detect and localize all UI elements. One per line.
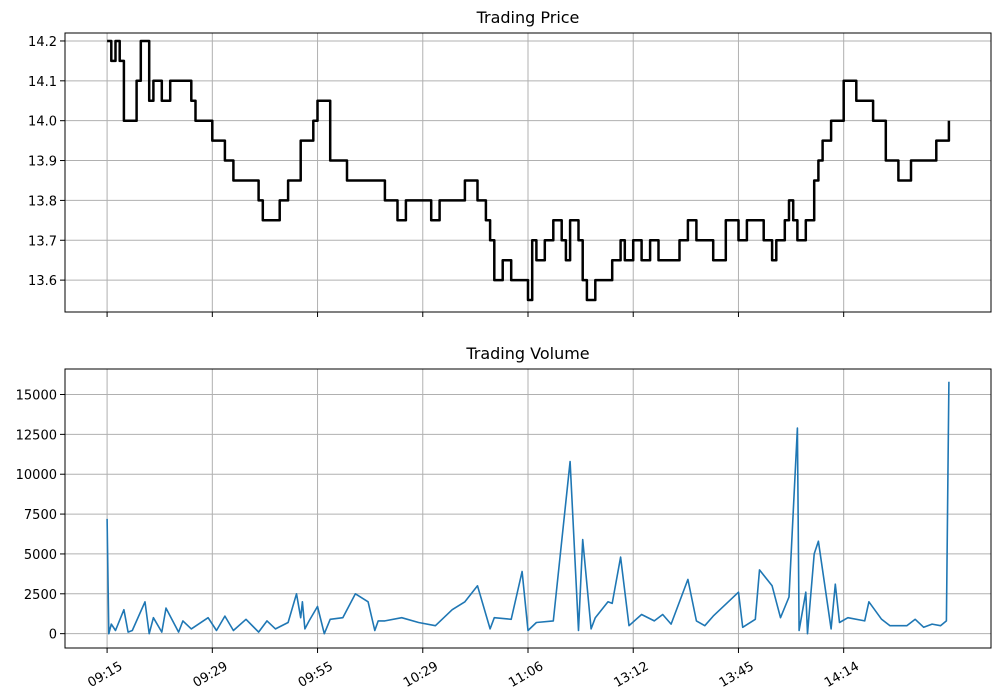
price-ytick-label: 14.2 bbox=[28, 35, 57, 50]
volume-y-axis: 0 2500 5000 7500 10000 12500 15000 bbox=[16, 389, 65, 643]
volume-plot-frame bbox=[64, 368, 992, 649]
price-ytick-label: 13.8 bbox=[28, 194, 57, 209]
vol-ytick-label: 15000 bbox=[16, 389, 57, 404]
volume-series bbox=[106, 381, 950, 635]
price-series-line bbox=[107, 39, 951, 302]
volume-chart-title: Trading Volume bbox=[465, 344, 589, 363]
price-plot-frame bbox=[64, 32, 992, 313]
price-ytick-label: 14.1 bbox=[28, 75, 57, 90]
vol-ytick-label: 0 bbox=[49, 628, 57, 643]
vol-ytick-label: 5000 bbox=[24, 548, 57, 563]
vol-ytick-label: 7500 bbox=[24, 508, 57, 523]
price-ytick-label: 13.9 bbox=[28, 155, 57, 170]
price-ytick-label: 13.7 bbox=[28, 234, 57, 249]
vol-ytick-label: 12500 bbox=[16, 428, 57, 443]
vol-ytick-label: 2500 bbox=[24, 588, 57, 603]
vol-ytick-label: 10000 bbox=[16, 468, 57, 483]
price-series bbox=[107, 39, 951, 302]
price-x-axis bbox=[106, 312, 845, 317]
price-y-axis: 13.6 13.7 13.8 13.9 14.0 14.1 14.2 bbox=[28, 35, 65, 289]
vol-series-line bbox=[106, 381, 950, 635]
price-chart-title: Trading Price bbox=[476, 8, 580, 27]
price-ytick-label: 14.0 bbox=[28, 115, 57, 130]
price-ytick-label: 13.6 bbox=[28, 274, 57, 289]
